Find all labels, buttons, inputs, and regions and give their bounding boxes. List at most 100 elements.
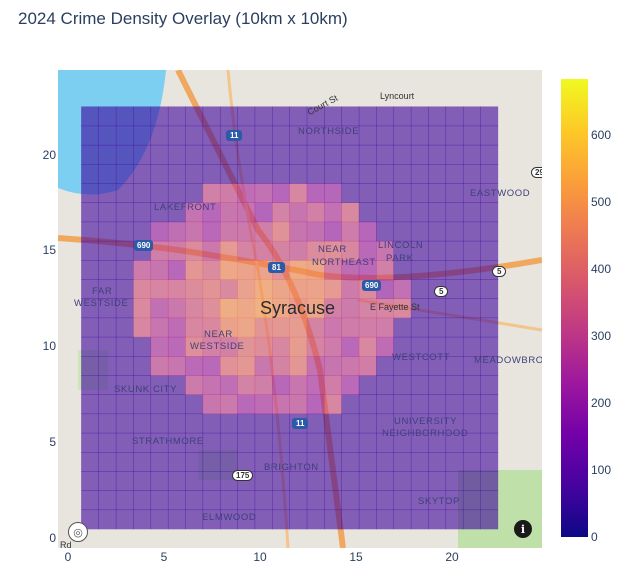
heat-cell — [376, 125, 395, 146]
heat-cell — [324, 183, 342, 203]
heat-cell — [81, 394, 99, 415]
heat-cell — [150, 336, 169, 357]
heat-cell — [428, 202, 447, 223]
heat-cell — [272, 298, 290, 319]
heat-cell — [185, 356, 204, 376]
heat-cell — [462, 471, 481, 491]
heat-cell — [376, 394, 395, 415]
heat-cell — [289, 394, 308, 415]
heat-cell — [150, 394, 169, 415]
heat-cell — [445, 375, 464, 395]
heat-cell — [237, 509, 256, 530]
heat-cell — [428, 106, 447, 127]
heat-cell — [376, 164, 395, 184]
mapbox-logo-icon[interactable]: ◎ — [68, 522, 88, 542]
heat-cell — [306, 125, 325, 146]
label-northside: NORTHSIDE — [298, 126, 360, 137]
map-plot-area[interactable]: NORTHSIDE LAKEFRONT EASTWOOD NEAR NORTHE… — [58, 70, 542, 548]
info-icon[interactable]: i — [514, 520, 532, 538]
heat-cell — [185, 336, 204, 357]
heat-cell — [376, 413, 395, 434]
heat-cell — [324, 452, 342, 472]
heat-cell — [115, 106, 134, 127]
heat-cell — [237, 490, 256, 511]
heat-cell — [428, 221, 447, 242]
heat-cell — [445, 106, 464, 127]
heat-cell — [81, 509, 99, 530]
heat-cell — [185, 394, 204, 415]
heat-cell — [98, 413, 117, 434]
heat-cell — [185, 509, 204, 530]
heat-cell — [219, 432, 238, 453]
heat-cell — [324, 471, 342, 491]
heat-cell — [358, 509, 377, 530]
heat-cell — [462, 356, 481, 376]
crime-density-heatmap — [81, 106, 499, 530]
heat-cell — [341, 356, 360, 376]
heat-cell — [289, 509, 308, 530]
heat-cell — [462, 125, 481, 146]
heat-cell — [393, 432, 412, 453]
heat-cell — [202, 490, 221, 511]
heat-cell — [81, 106, 99, 127]
map-canvas[interactable] — [58, 70, 542, 548]
heat-cell — [462, 240, 481, 261]
route29-shield: 29 — [531, 167, 542, 178]
heat-cell — [410, 471, 429, 491]
label-rd: Rd — [60, 540, 72, 548]
heat-cell — [133, 509, 152, 530]
heat-cell — [202, 144, 221, 165]
heat-cell — [289, 490, 308, 511]
heat-cell — [358, 394, 377, 415]
heat-cell — [167, 279, 186, 299]
heat-cell — [167, 202, 186, 223]
heat-cell — [167, 240, 186, 261]
heat-cell — [81, 221, 99, 242]
y-tick-20: 20 — [42, 148, 56, 162]
heat-cell — [393, 144, 412, 165]
heat-cell — [202, 125, 221, 146]
y-tick-5: 5 — [49, 435, 56, 449]
heat-cell — [219, 298, 238, 319]
heat-cell — [133, 336, 152, 357]
heat-cell — [358, 490, 377, 511]
heat-cell — [480, 183, 499, 203]
heat-cell — [254, 452, 273, 472]
colorbar-tick-0: 0 — [591, 530, 598, 544]
heat-cell — [289, 356, 308, 376]
heat-cell — [410, 298, 429, 319]
heat-cell — [289, 375, 308, 395]
heat-cell — [98, 260, 117, 280]
heat-cell — [81, 490, 99, 511]
heat-cell — [306, 413, 325, 434]
heat-cell — [98, 356, 117, 376]
x-tick-0: 0 — [64, 550, 72, 564]
label-far-westside-2: WESTSIDE — [74, 298, 129, 309]
heat-cell — [462, 317, 481, 338]
heat-cell — [254, 298, 273, 319]
heat-cell — [393, 164, 412, 184]
heat-cell — [445, 125, 464, 146]
heat-cell — [358, 375, 377, 395]
heat-cell — [98, 202, 117, 223]
heat-cell — [410, 164, 429, 184]
heat-cell — [428, 471, 447, 491]
heat-cell — [358, 413, 377, 434]
heat-cell — [219, 394, 238, 415]
heat-cell — [81, 164, 99, 184]
heat-cell — [254, 336, 273, 357]
heat-cell — [306, 336, 325, 357]
heat-cell — [115, 432, 134, 453]
heat-cell — [237, 240, 256, 261]
heat-cell — [480, 144, 499, 165]
heat-cell — [376, 144, 395, 165]
y-tick-10: 10 — [42, 339, 56, 353]
heat-cell — [393, 509, 412, 530]
heat-cell — [254, 317, 273, 338]
heat-cell — [272, 164, 290, 184]
heat-cell — [272, 125, 290, 146]
heat-cell — [115, 317, 134, 338]
heat-cell — [324, 375, 342, 395]
heat-cell — [393, 452, 412, 472]
heat-cell — [219, 336, 238, 357]
